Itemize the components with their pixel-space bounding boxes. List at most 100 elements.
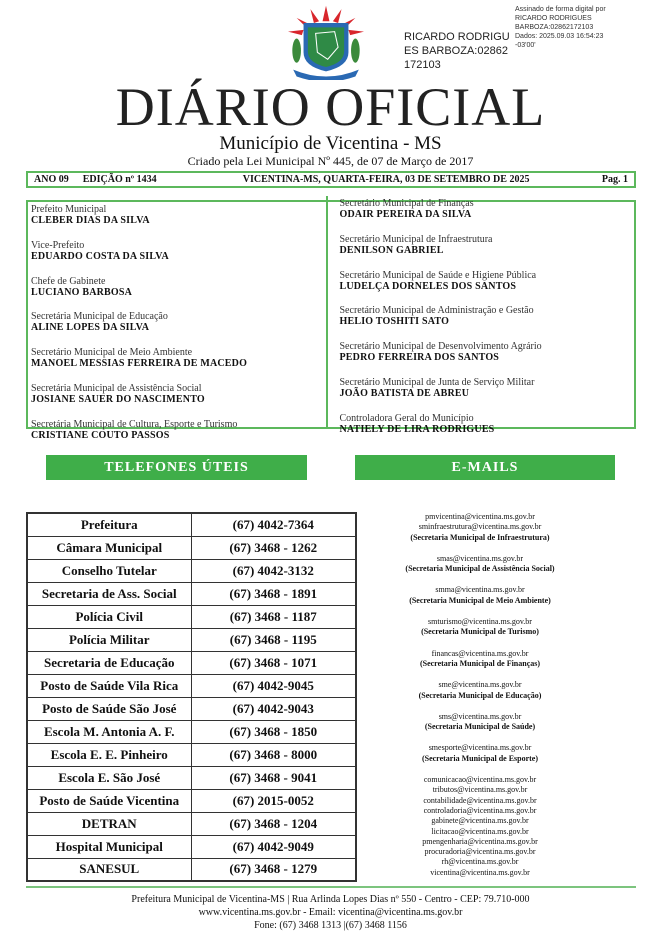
phone-number: (67) 3468 - 1195: [190, 627, 357, 652]
official-role: Secretário Municipal de Junta de Serviço…: [339, 376, 535, 388]
official-entry: Secretário Municipal de Meio Ambiente MAN…: [31, 347, 326, 383]
phone-place: Escola M. Antonia A. F.: [26, 719, 192, 744]
phone-number: (67) 3468 - 8000: [190, 742, 357, 767]
phone-row: Escola E. São José (67) 3468 - 9041: [26, 765, 357, 790]
official-entry: Secretário Municipal de Administração e …: [340, 305, 635, 341]
official-entry: Secretário Municipal de Junta de Serviço…: [340, 377, 635, 413]
phone-row: Polícia Militar (67) 3468 - 1195: [26, 627, 357, 652]
email-group: pmvicentina@vicentina.ms.gov.br sminfraes…: [370, 512, 590, 543]
footer-phone: Fone: (67) 3468 1313 |(67) 3468 1156: [254, 920, 407, 931]
email-address: sme@vicentina.ms.gov.br: [438, 680, 522, 690]
email-department: (Secretaria Municipal de Meio Ambiente): [409, 595, 551, 605]
official-role: Secretário Municipal de Administração e …: [339, 305, 534, 317]
phone-row: DETRAN (67) 3468 - 1204: [26, 811, 357, 836]
phone-number: (67) 3468 - 1891: [190, 581, 357, 606]
email-group: smas@vicentina.ms.gov.br (Secretaria Muni…: [370, 554, 590, 575]
official-name: MANOEL MESSIAS FERREIRA DE MACEDO: [31, 358, 248, 370]
official-name: PEDRO FERREIRA DOS SANTOS: [339, 352, 500, 364]
official-role: Secretário Municipal de Desenvolvimento …: [339, 341, 542, 353]
phone-number: (67) 4042-3132: [190, 558, 357, 583]
phone-place: DETRAN: [26, 811, 192, 836]
official-name: DENILSON GABRIEL: [339, 244, 444, 256]
email-address: smma@vicentina.ms.gov.br: [435, 585, 525, 595]
email-department: (Secretaria Municipal de Finanças): [419, 658, 541, 668]
phone-number: (67) 3468 - 1204: [190, 811, 357, 836]
phone-place: Prefeitura: [26, 512, 192, 537]
phone-place: Posto de Saúde Vicentina: [26, 788, 192, 813]
email-address: financas@vicentina.ms.gov.br: [431, 648, 529, 658]
phone-number: (67) 2015-0052: [190, 788, 357, 813]
official-role: Secretário Municipal de Saúde e Higiene …: [339, 269, 537, 281]
phone-row: Posto de Saúde São José (67) 4042-9043: [26, 696, 357, 721]
phone-row: Secretaria de Ass. Social (67) 3468 - 189…: [26, 581, 357, 606]
official-role: Prefeito Municipal: [31, 204, 107, 215]
page-title: DIÁRIO OFICIAL: [115, 77, 546, 137]
phones-section-header: TELEFONES ÚTEIS: [46, 455, 307, 480]
phone-number: (67) 4042-9043: [190, 696, 357, 721]
creation-law: Criado pela Lei Municipal Nº 445, de 07 …: [187, 154, 474, 168]
digital-signature-details: Assinado de forma digital por RICARDO RO…: [515, 6, 606, 49]
official-role: Secretário Municipal de Meio Ambiente: [31, 347, 193, 359]
official-name: EDUARDO COSTA DA SILVA: [31, 250, 169, 262]
footer: Prefeitura Municipal de Vicentina-MS | R…: [0, 893, 661, 932]
email-department: (Secretaria Municipal de Saúde): [424, 722, 536, 732]
official-entry: Secretária Municipal de Assistência Soci…: [31, 383, 326, 419]
phone-row: Escola E. E. Pinheiro (67) 3468 - 8000: [26, 742, 357, 767]
official-role: Vice-Prefeito: [31, 239, 85, 251]
email-department: (Secretaria Municipal de Infraestrutura): [410, 532, 550, 542]
email-address: vicentina@vicentina.ms.gov.br: [430, 867, 530, 877]
official-name: HELIO TOSHITI SATO: [339, 316, 450, 328]
phone-place: SANESUL: [26, 857, 192, 882]
phone-row: Conselho Tutelar (67) 4042-3132: [26, 558, 357, 583]
email-address: smturismo@vicentina.ms.gov.br: [428, 617, 532, 627]
email-group: financas@vicentina.ms.gov.br (Secretaria …: [370, 649, 590, 670]
phone-place: Conselho Tutelar: [26, 558, 192, 583]
phone-row: Escola M. Antonia A. F. (67) 3468 - 1850: [26, 719, 357, 744]
page-number: Pag. 1: [601, 174, 628, 185]
email-address: sminfraestrutura@vicentina.ms.gov.br: [418, 522, 542, 532]
official-role: Secretária Municipal de Assistência Soci…: [31, 382, 202, 394]
municipality-subtitle: Município de Vicentina - MS: [219, 133, 442, 154]
phone-number: (67) 4042-9049: [190, 834, 357, 859]
email-address: gabinete@vicentina.ms.gov.br: [431, 816, 529, 826]
official-name: CLEBER DIAS DA SILVA: [31, 215, 150, 226]
phone-number: (67) 3468 - 1850: [190, 719, 357, 744]
phone-row: Câmara Municipal (67) 3468 - 1262: [26, 535, 357, 560]
email-group: sme@vicentina.ms.gov.br (Secretaria Munic…: [370, 680, 590, 701]
email-address: pmengenharia@vicentina.ms.gov.br: [422, 836, 538, 846]
email-address: controladoria@vicentina.ms.gov.br: [423, 805, 537, 815]
official-entry: Controladora Geral do Município NATIELY D…: [340, 413, 635, 449]
phone-place: Posto de Saúde Vila Rica: [26, 673, 192, 698]
official-entry: Vice-Prefeito EDUARDO COSTA DA SILVA: [31, 240, 326, 276]
email-department: (Secretaria Municipal de Esporte): [421, 753, 539, 763]
phone-number: (67) 3468 - 1187: [190, 604, 357, 629]
phone-row: Polícia Civil (67) 3468 - 1187: [26, 604, 357, 629]
email-address: procuradoria@vicentina.ms.gov.br: [424, 847, 536, 857]
email-group: sms@vicentina.ms.gov.br (Secretaria Munic…: [370, 712, 590, 733]
phone-row: Hospital Municipal (67) 4042-9049: [26, 834, 357, 859]
edition-date: VICENTINA-MS, QUARTA-FEIRA, 03 DE SETEMB…: [242, 174, 530, 185]
email-group: comunicacao@vicentina.ms.gov.br tributos@…: [370, 775, 590, 878]
email-address: contabilidade@vicentina.ms.gov.br: [423, 795, 537, 805]
email-department: (Secretaria Municipal de Turismo): [421, 627, 539, 637]
phones-table: Prefeitura (67) 4042-7364 Câmara Municipal…: [26, 512, 357, 882]
email-address: pmvicentina@vicentina.ms.gov.br: [425, 512, 535, 521]
official-name: NATIELY DE LIRA RODRIGUES: [339, 423, 495, 435]
footer-divider: [26, 886, 636, 888]
phone-row: Posto de Saúde Vicentina (67) 2015-0052: [26, 788, 357, 813]
emails-section-header: E-MAILS: [355, 455, 615, 480]
phone-place: Secretaria de Educação: [26, 650, 192, 675]
email-department: (Secretaria Municipal de Educação): [418, 690, 542, 700]
phone-place: Escola E. São José: [26, 765, 192, 790]
phone-number: (67) 4042-7364: [190, 512, 357, 537]
email-address: sms@vicentina.ms.gov.br: [438, 711, 522, 721]
emails-list: pmvicentina@vicentina.ms.gov.br sminfraes…: [370, 512, 590, 889]
email-group: smma@vicentina.ms.gov.br (Secretaria Muni…: [370, 585, 590, 606]
official-role: Controladora Geral do Município: [339, 412, 474, 424]
phone-number: (67) 4042-9045: [190, 673, 357, 698]
digital-signature-name: RICARDO RODRIGUES BARBOZA:02862172103: [404, 31, 510, 71]
email-address: comunicacao@vicentina.ms.gov.br: [423, 775, 537, 785]
phone-row: Posto de Saúde Vila Rica (67) 4042-9045: [26, 673, 357, 698]
phone-row: SANESUL (67) 3468 - 1279: [26, 857, 357, 882]
edition-year: ANO 09: [34, 174, 69, 185]
